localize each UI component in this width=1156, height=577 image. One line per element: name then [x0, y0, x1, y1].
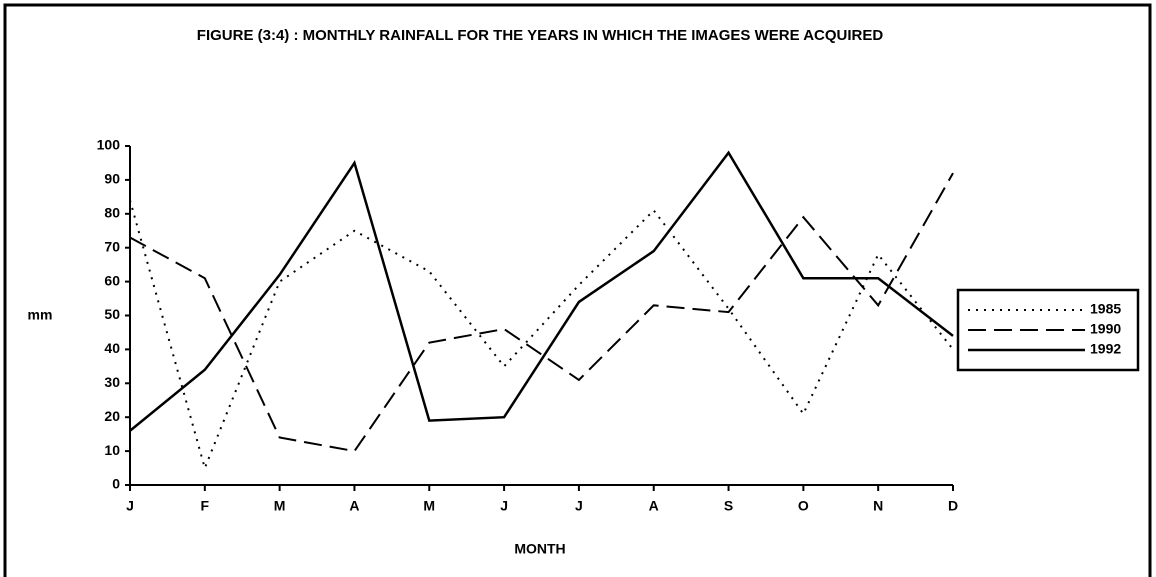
y-tick-label: 0	[112, 476, 120, 492]
x-tick-label: M	[423, 498, 435, 514]
x-tick-label: N	[873, 498, 883, 514]
y-tick-label: 10	[104, 442, 120, 458]
x-tick-label: S	[724, 498, 733, 514]
y-tick-label: 30	[104, 374, 120, 390]
line	[129, 172, 954, 453]
y-tick-label: 40	[104, 340, 120, 356]
x-tick-label: J	[126, 498, 134, 514]
frame	[3, 3, 1152, 577]
x-tick-label: M	[274, 498, 286, 514]
x-tick-label: J	[575, 498, 583, 514]
y-tick-label: 70	[104, 238, 120, 254]
x-tick-label: A	[649, 498, 659, 514]
chart-title: FIGURE (3:4) : MONTHLY RAINFALL FOR THE …	[196, 27, 884, 44]
legend-label: 1985	[1090, 301, 1121, 317]
x-tick-label: F	[201, 498, 210, 514]
y-tick-label: 50	[104, 306, 120, 322]
x-tick-label: A	[349, 498, 359, 514]
y-tick-label: 100	[97, 137, 121, 153]
y-tick-label: 20	[104, 408, 120, 424]
legend-label: 1990	[1090, 321, 1121, 337]
x-axis-label: MONTH	[514, 541, 565, 557]
x-tick-label: O	[798, 498, 809, 514]
x-tick-label: D	[948, 498, 958, 514]
y-tick-label: 90	[104, 171, 120, 187]
y-tick-label: 80	[104, 205, 120, 221]
line	[129, 199, 954, 472]
legend-label: 1992	[1090, 341, 1121, 357]
line	[129, 150, 954, 432]
x-tick-label: J	[500, 498, 508, 514]
y-tick-label: 60	[104, 272, 120, 288]
y-axis-label: mm	[28, 307, 53, 323]
